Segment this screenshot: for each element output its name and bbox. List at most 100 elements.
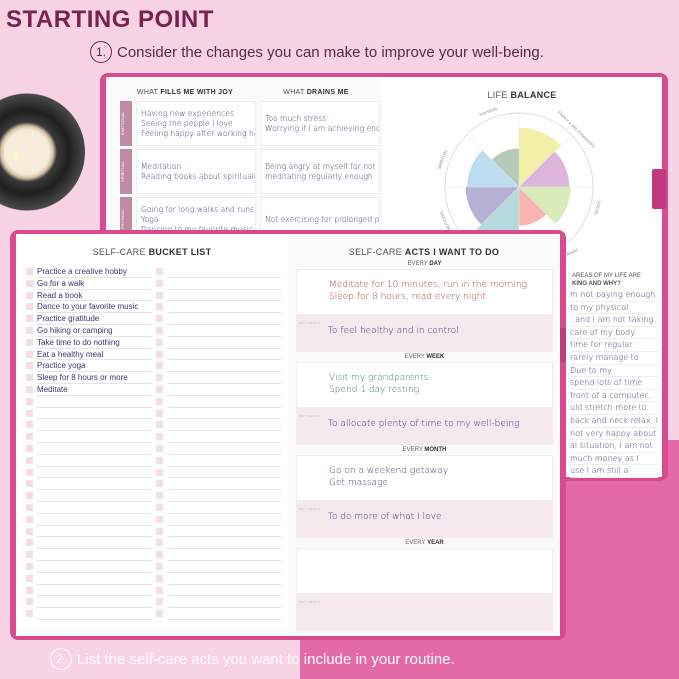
checkbox[interactable] — [26, 527, 33, 535]
checkbox[interactable] — [155, 598, 163, 606]
row-tag: SPIRITUAL — [120, 149, 132, 194]
checkbox[interactable] — [155, 386, 163, 393]
why-label: WHY I NEED IT — [299, 600, 321, 604]
checkbox[interactable] — [26, 433, 33, 441]
checkbox[interactable] — [26, 445, 33, 452]
why-label: WHY I NEED IT — [299, 507, 321, 511]
checkbox[interactable] — [155, 291, 163, 299]
checkbox[interactable] — [155, 421, 163, 429]
bucket-row — [26, 608, 281, 620]
joy-line: Yoga — [141, 214, 159, 224]
checkbox[interactable] — [155, 397, 163, 405]
bucket-item — [37, 549, 152, 561]
bucket-item — [37, 396, 152, 408]
bucket-item-empty — [166, 585, 281, 597]
checkbox[interactable] — [155, 362, 163, 370]
act-line: Spend 1 day resting — [329, 385, 420, 395]
checkbox[interactable] — [155, 409, 163, 417]
checkbox[interactable] — [155, 350, 163, 358]
checkbox[interactable] — [26, 421, 33, 429]
checkbox[interactable] — [155, 315, 163, 323]
answer-line: al situation, I am not — [570, 440, 658, 453]
bucket-row — [26, 596, 281, 609]
checkbox[interactable] — [155, 563, 163, 570]
checkbox[interactable] — [155, 303, 163, 311]
bucket-item — [37, 443, 152, 455]
checkbox[interactable] — [26, 515, 33, 523]
checkbox[interactable] — [155, 610, 163, 618]
checkbox[interactable] — [26, 350, 33, 358]
acts-box: Go on a weekend getaway Get massage — [296, 455, 553, 501]
checkbox[interactable] — [155, 527, 163, 535]
checkbox[interactable] — [155, 338, 163, 346]
checkbox[interactable] — [26, 315, 33, 323]
act-line: Get massage — [329, 478, 389, 488]
answer-line: much money as I — [570, 453, 658, 466]
checkbox[interactable] — [155, 492, 163, 500]
checkbox[interactable] — [155, 445, 163, 452]
checkbox[interactable] — [26, 374, 33, 382]
bucket-list-page: SELF-CARE BUCKET LIST Practice a creativ… — [16, 234, 288, 636]
checkbox[interactable] — [155, 539, 163, 547]
checkbox[interactable] — [155, 374, 163, 382]
checkbox[interactable] — [26, 551, 33, 559]
checkbox[interactable] — [155, 433, 163, 441]
checkbox[interactable] — [26, 492, 33, 500]
answer-line: front of a computer, — [570, 390, 658, 403]
checkbox[interactable] — [26, 456, 33, 464]
checkbox[interactable] — [26, 504, 33, 511]
checkbox[interactable] — [155, 574, 163, 582]
checkbox[interactable] — [26, 291, 33, 299]
checkbox[interactable] — [155, 268, 163, 275]
why-label: WHY I NEED IT — [299, 414, 321, 418]
bucket-item-empty — [166, 514, 281, 526]
life-balance-title: LIFE BALANCE — [487, 90, 557, 100]
checkbox[interactable] — [26, 610, 33, 618]
checkbox[interactable] — [155, 551, 163, 559]
bucket-item-empty — [166, 372, 281, 384]
bucket-item: Practice yoga — [37, 360, 152, 373]
checkbox[interactable] — [26, 574, 33, 582]
checkbox[interactable] — [26, 338, 33, 346]
joy-header: WHAT FILLS ME WITH JOY — [136, 89, 234, 96]
checkbox[interactable] — [155, 515, 163, 523]
joy-cell: Having new experiences Seeing the people … — [136, 101, 256, 146]
checkbox[interactable] — [26, 409, 33, 417]
checkbox[interactable] — [155, 586, 163, 594]
joy-line: Meditation — [141, 161, 182, 171]
checkbox[interactable] — [155, 468, 163, 476]
bucket-item-empty — [166, 266, 281, 278]
drain-cell: Too much stress Worrying if I am achievin… — [260, 101, 380, 146]
drain-cell: Being angry at myself for not meditating … — [260, 149, 380, 194]
bucket-row — [26, 443, 281, 455]
checkbox[interactable] — [26, 397, 33, 405]
bucket-item — [37, 478, 152, 491]
checkbox[interactable] — [26, 279, 33, 287]
bucket-row — [26, 537, 281, 550]
checkbox[interactable] — [155, 327, 163, 334]
bucket-item-empty — [166, 596, 281, 609]
checkbox[interactable] — [155, 456, 163, 464]
checkbox[interactable] — [26, 480, 33, 488]
checkbox[interactable] — [26, 362, 33, 370]
bucket-item: Go hiking or camping — [37, 325, 152, 337]
checkbox[interactable] — [26, 468, 33, 476]
checkbox[interactable] — [26, 563, 33, 570]
checkbox[interactable] — [26, 598, 33, 606]
checkbox[interactable] — [26, 586, 33, 594]
bucket-item-empty — [166, 561, 281, 573]
checkbox[interactable] — [155, 504, 163, 511]
checkbox[interactable] — [155, 279, 163, 287]
bucket-row: Eat a healthy meal — [26, 349, 281, 361]
checkbox[interactable] — [26, 327, 33, 334]
wheel-label: SPIRITUAL — [437, 148, 449, 170]
checkbox[interactable] — [26, 268, 33, 275]
why-text: To feel healthy and in control — [328, 326, 459, 336]
bucket-item-empty — [166, 490, 281, 502]
checkbox[interactable] — [26, 303, 33, 311]
wheel-wedge — [467, 150, 519, 187]
checkbox[interactable] — [155, 480, 163, 488]
answer-line: back and neck relax. I — [570, 415, 658, 428]
checkbox[interactable] — [26, 386, 33, 393]
checkbox[interactable] — [26, 539, 33, 547]
